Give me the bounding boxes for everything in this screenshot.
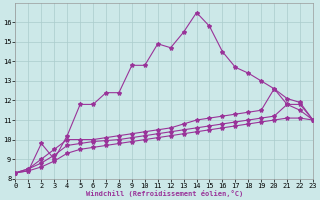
X-axis label: Windchill (Refroidissement éolien,°C): Windchill (Refroidissement éolien,°C)	[85, 190, 243, 197]
